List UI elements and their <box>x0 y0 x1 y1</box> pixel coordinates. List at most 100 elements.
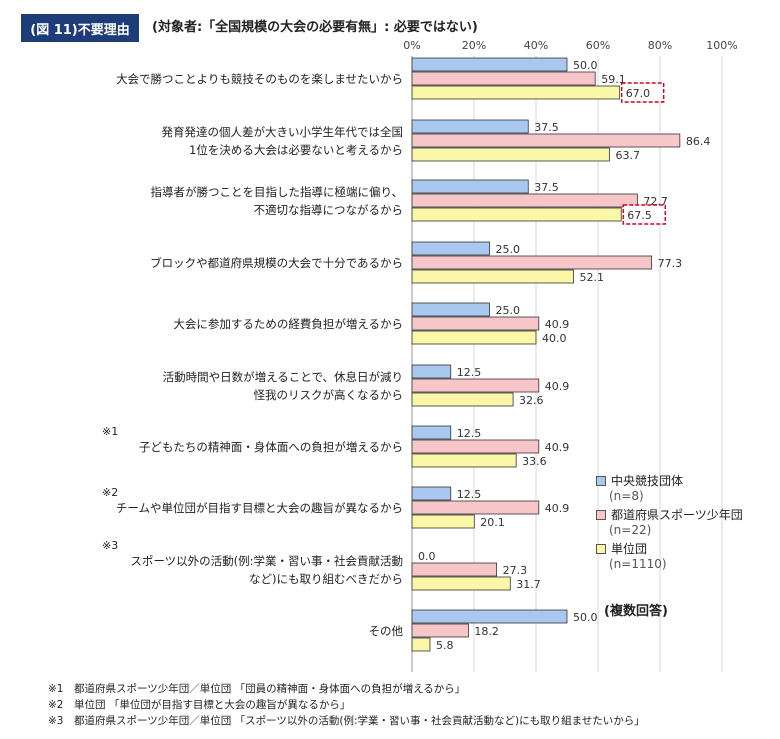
category-label: など)にも取り組むべきだから <box>249 572 403 586</box>
data-label: 33.6 <box>522 455 547 468</box>
bar <box>411 637 431 652</box>
data-label: 32.6 <box>519 394 544 407</box>
highlight-box <box>621 82 665 103</box>
legend-n-central: (n=8) <box>609 489 644 503</box>
data-label: 50.0 <box>573 59 598 72</box>
data-label: 77.3 <box>658 257 683 270</box>
category-label: その他 <box>369 624 404 638</box>
data-label: 20.1 <box>480 516 505 529</box>
data-label: 25.0 <box>496 243 521 256</box>
bar <box>411 364 452 379</box>
multiple-answer-note: (複数回答) <box>604 604 668 619</box>
data-label: 0.0 <box>418 550 436 563</box>
bar <box>411 57 568 72</box>
bar <box>411 179 529 194</box>
data-label: 63.7 <box>615 149 640 162</box>
bar <box>411 207 622 222</box>
data-label: 40.9 <box>545 318 570 331</box>
data-label: 12.5 <box>457 366 482 379</box>
x-tick-label: 0% <box>403 39 420 52</box>
footnote-1: ※1 都道府県スポーツ少年団／単位団 「団員の精神面・身体面への負担が増えるから… <box>48 683 466 695</box>
bar-chart: 0% 20% 40% 60% 80% 100%50.059.167.0大会で勝つことよりも… <box>102 39 738 672</box>
legend-label-central: 中央競技団体 <box>611 474 684 488</box>
data-label: 5.8 <box>436 639 454 652</box>
data-label: 40.0 <box>542 332 567 345</box>
data-label: 67.5 <box>627 209 652 222</box>
data-label: 12.5 <box>457 488 482 501</box>
category-label: 不適切な指導につながるから <box>254 203 404 217</box>
legend-item-central: 中央競技団体 <box>596 472 743 489</box>
data-label: 86.4 <box>686 135 711 148</box>
bar <box>411 269 574 284</box>
x-tick-label: 40% <box>524 39 548 52</box>
chart-legend: 中央競技団体 (n=8) 都道府県スポーツ少年団 (n=22) 単位団 (n=1… <box>596 472 743 574</box>
data-label: 67.0 <box>626 87 651 100</box>
legend-item-unit: 単位団 <box>596 540 743 557</box>
category-label: 発育発達の個人差が大きい小学生年代では全国 <box>162 125 404 139</box>
bar <box>411 378 540 393</box>
x-tick-label: 80% <box>648 39 672 52</box>
bar <box>411 330 537 345</box>
legend-n-unit: (n=1110) <box>609 557 667 571</box>
category-label: 怪我のリスクが高くなるから <box>254 388 404 402</box>
bar <box>411 500 540 515</box>
legend-n-prefecture: (n=22) <box>609 523 652 537</box>
legend-swatch-unit <box>596 543 606 554</box>
data-label: 12.5 <box>457 427 482 440</box>
category-label: 大会に参加するための経費負担が増えるから <box>173 317 403 331</box>
highlight-box <box>622 204 666 225</box>
category-label: 指導者が勝つことを目指した指導に極端に偏り、 <box>150 185 403 199</box>
bar <box>411 623 469 638</box>
bar <box>411 562 498 577</box>
x-tick-label: 100% <box>706 39 737 52</box>
category-marker: ※1 <box>102 425 118 438</box>
data-label: 50.0 <box>573 611 598 624</box>
data-label: 40.9 <box>545 502 570 515</box>
bar <box>411 392 514 407</box>
bar <box>411 71 596 86</box>
footnote-3: ※3 都道府県スポーツ少年団／単位団 「スポーツ以外の活動(例:学業・習い事・社… <box>48 715 645 727</box>
chart-subtitle: (対象者:「全国規模の大会の必要有無」: 必要ではない) <box>152 20 478 35</box>
legend-label-prefecture: 都道府県スポーツ少年団 <box>611 508 743 522</box>
bar <box>411 453 517 468</box>
data-label: 31.7 <box>516 578 541 591</box>
category-label: 子どもたちの精神面・身体面への負担が増えるから <box>139 440 403 454</box>
data-label: 25.0 <box>496 304 521 317</box>
category-label: 大会で勝つことよりも競技そのものを楽しませたいから <box>116 72 403 86</box>
category-label: 活動時間や日数が増えることで、休息日が減り <box>163 370 403 384</box>
data-label: 40.9 <box>545 441 570 454</box>
bar <box>411 486 452 501</box>
bar <box>411 439 540 454</box>
footnote-2: ※2 単位団 「単位団が目指す目標と大会の趣旨が異なるから」 <box>48 699 351 711</box>
data-label: 40.9 <box>545 380 570 393</box>
legend-item-prefecture: 都道府県スポーツ少年団 <box>596 506 743 523</box>
x-tick-label: 60% <box>586 39 610 52</box>
legend-label-unit: 単位団 <box>611 542 648 556</box>
data-label: 37.5 <box>534 121 559 134</box>
bar <box>411 255 653 270</box>
category-label: ブロックや都道府県規模の大会で十分であるから <box>150 256 403 270</box>
bar <box>411 133 681 148</box>
bar <box>411 147 610 162</box>
bar <box>411 514 475 529</box>
bar <box>411 425 452 440</box>
bar <box>411 302 490 317</box>
footnotes: ※1 都道府県スポーツ少年団／単位団 「団員の精神面・身体面への負担が増えるから… <box>48 681 645 729</box>
data-label: 59.1 <box>601 73 626 86</box>
bar <box>411 241 490 256</box>
category-label: チームや単位団が目指す目標と大会の趣旨が異なるから <box>116 501 403 515</box>
category-label: 1位を決める大会は必要ないと考えるから <box>189 143 403 157</box>
category-marker: ※2 <box>102 486 118 499</box>
bar <box>411 609 568 624</box>
category-label: スポーツ以外の活動(例:学業・習い事・社会貢献活動 <box>130 554 403 568</box>
bar <box>411 85 621 100</box>
legend-swatch-central <box>596 475 606 486</box>
x-tick-label: 20% <box>462 39 486 52</box>
bar <box>411 576 511 591</box>
data-label: 27.3 <box>503 564 528 577</box>
bar <box>411 193 638 208</box>
data-label: 37.5 <box>534 181 559 194</box>
data-label: 52.1 <box>580 271 605 284</box>
bar <box>411 316 540 331</box>
data-label: 18.2 <box>474 625 499 638</box>
